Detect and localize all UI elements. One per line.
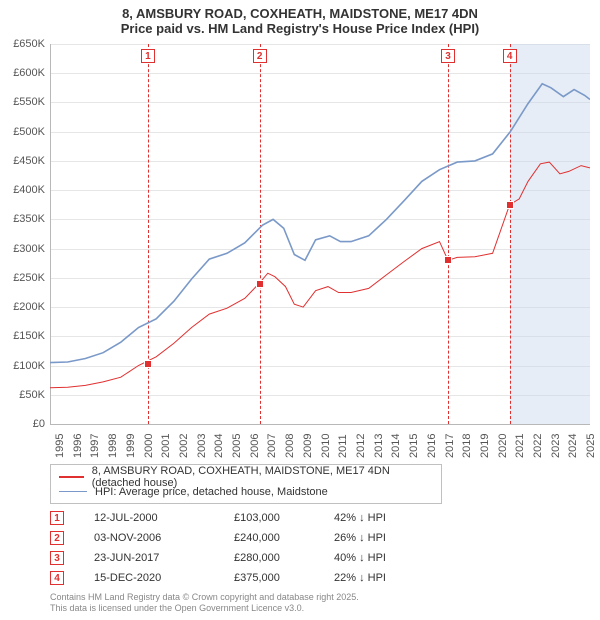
x-axis-label: 2021 [514, 434, 526, 458]
table-price: £280,000 [234, 552, 334, 564]
table-marker-badge: 3 [50, 551, 64, 565]
table-delta: 42% ↓ HPI [334, 512, 434, 524]
x-axis-label: 2013 [373, 434, 385, 458]
y-axis-label: £500K [0, 126, 45, 138]
x-axis-label: 1995 [54, 434, 66, 458]
y-axis-label: £150K [0, 330, 45, 342]
x-axis-label: 2024 [567, 434, 579, 458]
legend-box: 8, AMSBURY ROAD, COXHEATH, MAIDSTONE, ME… [50, 464, 442, 504]
x-axis-label: 2018 [461, 434, 473, 458]
x-axis-label: 2025 [585, 434, 597, 458]
hpi-line [50, 84, 590, 363]
x-axis-label: 1998 [107, 434, 119, 458]
x-axis-label: 2020 [497, 434, 509, 458]
table-delta: 26% ↓ HPI [334, 532, 434, 544]
y-axis-label: £400K [0, 184, 45, 196]
table-delta: 40% ↓ HPI [334, 552, 434, 564]
sale-point-marker [144, 360, 152, 368]
chart-container: 8, AMSBURY ROAD, COXHEATH, MAIDSTONE, ME… [0, 0, 600, 620]
x-axis-label: 1997 [89, 434, 101, 458]
table-delta: 22% ↓ HPI [334, 572, 434, 584]
chart-plot-area: £0£50K£100K£150K£200K£250K£300K£350K£400… [50, 44, 590, 424]
table-marker-badge: 1 [50, 511, 64, 525]
x-axis-label: 2006 [249, 434, 261, 458]
sale-point-marker [444, 256, 452, 264]
table-marker-badge: 4 [50, 571, 64, 585]
table-row: 4 15-DEC-2020£375,00022% ↓ HPI [50, 568, 434, 588]
x-axis-label: 2012 [355, 434, 367, 458]
y-axis-label: £200K [0, 301, 45, 313]
legend-swatch [59, 476, 84, 478]
x-axis-label: 2019 [479, 434, 491, 458]
y-axis-label: £0 [0, 418, 45, 430]
x-axis-label: 2022 [532, 434, 544, 458]
y-axis-label: £350K [0, 213, 45, 225]
x-axis-label: 2004 [213, 434, 225, 458]
price-paid-projection-line [50, 162, 590, 388]
license-line-2: This data is licensed under the Open Gov… [50, 603, 359, 614]
table-price: £103,000 [234, 512, 334, 524]
x-axis-label: 2007 [266, 434, 278, 458]
x-axis-label: 2016 [426, 434, 438, 458]
table-row: 2 03-NOV-2006£240,00026% ↓ HPI [50, 528, 434, 548]
y-axis-label: £250K [0, 272, 45, 284]
x-axis [50, 424, 590, 425]
x-axis-label: 1999 [125, 434, 137, 458]
sale-point-marker [256, 280, 264, 288]
table-date: 03-NOV-2006 [94, 532, 234, 544]
y-axis-label: £50K [0, 389, 45, 401]
y-axis-label: £300K [0, 243, 45, 255]
x-axis-label: 2010 [320, 434, 332, 458]
y-axis-label: £550K [0, 96, 45, 108]
sale-point-marker [506, 201, 514, 209]
table-date: 15-DEC-2020 [94, 572, 234, 584]
license-line-1: Contains HM Land Registry data © Crown c… [50, 592, 359, 603]
legend-label: HPI: Average price, detached house, Maid… [95, 486, 328, 498]
y-axis-label: £450K [0, 155, 45, 167]
x-axis-label: 2000 [143, 434, 155, 458]
table-row: 1 12-JUL-2000£103,00042% ↓ HPI [50, 508, 434, 528]
legend-swatch [59, 491, 87, 492]
x-axis-label: 2014 [390, 434, 402, 458]
x-axis-label: 2011 [337, 434, 349, 458]
title-block: 8, AMSBURY ROAD, COXHEATH, MAIDSTONE, ME… [0, 0, 600, 36]
table-date: 12-JUL-2000 [94, 512, 234, 524]
x-axis-label: 2009 [302, 434, 314, 458]
sale-data-table: 1 12-JUL-2000£103,00042% ↓ HPI 2 03-NOV-200… [50, 508, 434, 588]
x-axis-label: 2005 [231, 434, 243, 458]
table-price: £240,000 [234, 532, 334, 544]
x-axis-label: 2023 [550, 434, 562, 458]
table-row: 3 23-JUN-2017£280,00040% ↓ HPI [50, 548, 434, 568]
x-axis-label: 2003 [196, 434, 208, 458]
table-price: £375,000 [234, 572, 334, 584]
legend-item: 8, AMSBURY ROAD, COXHEATH, MAIDSTONE, ME… [59, 469, 433, 484]
x-axis-label: 2002 [178, 434, 190, 458]
x-axis-label: 2017 [444, 434, 456, 458]
x-axis-label: 2008 [284, 434, 296, 458]
title-line-2: Price paid vs. HM Land Registry's House … [0, 21, 600, 36]
x-axis-label: 2015 [408, 434, 420, 458]
table-marker-badge: 2 [50, 531, 64, 545]
table-date: 23-JUN-2017 [94, 552, 234, 564]
license-text: Contains HM Land Registry data © Crown c… [50, 592, 359, 614]
y-axis-label: £650K [0, 38, 45, 50]
plot-surface: £0£50K£100K£150K£200K£250K£300K£350K£400… [50, 44, 590, 424]
title-line-1: 8, AMSBURY ROAD, COXHEATH, MAIDSTONE, ME… [0, 6, 600, 21]
x-axis-label: 1996 [72, 434, 84, 458]
chart-lines-svg [50, 44, 590, 424]
y-axis-label: £600K [0, 67, 45, 79]
y-axis-label: £100K [0, 360, 45, 372]
x-axis-label: 2001 [160, 434, 172, 458]
